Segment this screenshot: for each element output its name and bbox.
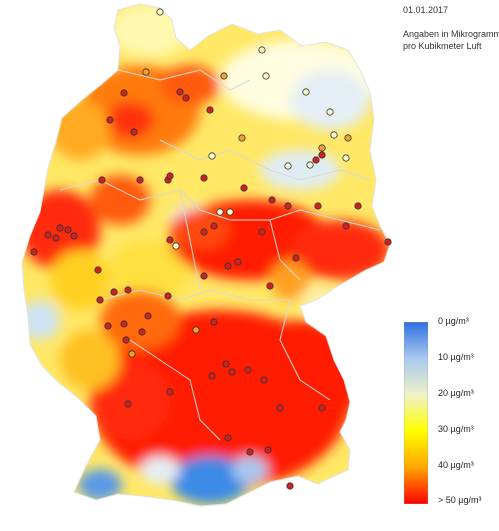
station-marker bbox=[208, 372, 216, 380]
station-marker bbox=[330, 131, 338, 139]
legend-label-10: 10 µg/m³ bbox=[438, 352, 474, 362]
station-marker bbox=[220, 72, 228, 80]
station-marker bbox=[302, 88, 310, 96]
station-marker bbox=[166, 236, 174, 244]
station-marker bbox=[264, 446, 272, 454]
station-marker bbox=[138, 328, 146, 336]
station-marker bbox=[318, 151, 326, 159]
station-marker bbox=[246, 448, 254, 456]
station-marker bbox=[64, 226, 72, 234]
station-marker bbox=[192, 326, 200, 334]
station-marker bbox=[314, 202, 322, 210]
station-marker bbox=[30, 248, 38, 256]
station-marker bbox=[94, 266, 102, 274]
legend-label-20: 20 µg/m³ bbox=[438, 388, 474, 398]
station-marker bbox=[166, 388, 174, 396]
unit-line-2: pro Kubikmeter Luft bbox=[403, 41, 482, 51]
station-marker bbox=[210, 318, 218, 326]
station-marker bbox=[292, 254, 300, 262]
station-marker bbox=[130, 128, 138, 136]
station-marker bbox=[210, 222, 218, 230]
legend-label-50: > 50 µg/m³ bbox=[438, 495, 482, 505]
station-marker bbox=[98, 176, 106, 184]
station-marker bbox=[238, 134, 246, 142]
station-marker bbox=[200, 228, 208, 236]
station-marker bbox=[122, 336, 130, 344]
unit-line-1: Angaben in Mikrogramm bbox=[403, 29, 499, 39]
legend-color-bar bbox=[404, 322, 428, 504]
station-marker bbox=[70, 232, 78, 240]
station-marker bbox=[128, 350, 136, 358]
station-marker bbox=[258, 46, 266, 54]
station-marker bbox=[266, 282, 274, 290]
station-marker bbox=[344, 134, 352, 142]
station-marker bbox=[106, 116, 114, 124]
station-marker bbox=[56, 224, 64, 232]
station-marker bbox=[354, 202, 362, 210]
station-marker bbox=[144, 312, 152, 320]
station-marker bbox=[44, 231, 52, 239]
station-marker bbox=[120, 89, 128, 97]
station-marker bbox=[182, 94, 190, 102]
station-marker bbox=[286, 482, 294, 490]
station-marker bbox=[326, 108, 334, 116]
station-marker bbox=[224, 262, 232, 270]
station-marker bbox=[312, 156, 320, 164]
station-marker bbox=[222, 360, 230, 368]
country-outline bbox=[21, 3, 391, 507]
station-marker bbox=[384, 238, 392, 246]
state-borders bbox=[59, 69, 381, 441]
station-marker bbox=[306, 161, 314, 169]
station-marker bbox=[96, 296, 104, 304]
station-marker bbox=[216, 208, 224, 216]
station-marker bbox=[124, 400, 132, 408]
station-marker bbox=[142, 68, 150, 76]
map-date: 01.01.2017 bbox=[403, 5, 449, 15]
station-marker bbox=[258, 228, 266, 236]
station-marker bbox=[166, 172, 174, 180]
station-marker bbox=[260, 376, 268, 384]
station-marker bbox=[206, 106, 214, 114]
station-marker bbox=[224, 434, 232, 442]
station-marker bbox=[244, 366, 252, 374]
station-marker bbox=[234, 258, 242, 266]
station-marker bbox=[284, 202, 292, 210]
station-marker bbox=[318, 404, 326, 412]
station-marker bbox=[120, 320, 128, 328]
station-marker bbox=[110, 288, 118, 296]
measurement-stations bbox=[30, 8, 392, 490]
station-marker bbox=[136, 176, 144, 184]
station-marker bbox=[52, 234, 60, 242]
station-marker bbox=[276, 404, 284, 412]
legend-label-0: 0 µg/m³ bbox=[438, 316, 469, 326]
station-marker bbox=[200, 174, 208, 182]
station-marker bbox=[268, 196, 276, 204]
station-marker bbox=[104, 322, 112, 330]
legend-label-30: 30 µg/m³ bbox=[438, 424, 474, 434]
station-marker bbox=[124, 286, 132, 294]
station-marker bbox=[262, 72, 270, 80]
station-marker bbox=[342, 222, 350, 230]
station-marker bbox=[228, 368, 236, 376]
station-marker bbox=[284, 162, 292, 170]
station-marker bbox=[226, 208, 234, 216]
station-marker bbox=[172, 242, 180, 250]
station-marker bbox=[208, 152, 216, 160]
station-marker bbox=[240, 184, 248, 192]
station-marker bbox=[176, 88, 184, 96]
station-marker bbox=[200, 272, 208, 280]
station-marker bbox=[156, 8, 164, 16]
color-legend: 0 µg/m³ 10 µg/m³ 20 µg/m³ 30 µg/m³ 40 µg… bbox=[404, 316, 499, 510]
station-marker bbox=[164, 292, 172, 300]
station-marker bbox=[318, 144, 326, 152]
legend-label-40: 40 µg/m³ bbox=[438, 460, 474, 470]
station-marker bbox=[342, 154, 350, 162]
